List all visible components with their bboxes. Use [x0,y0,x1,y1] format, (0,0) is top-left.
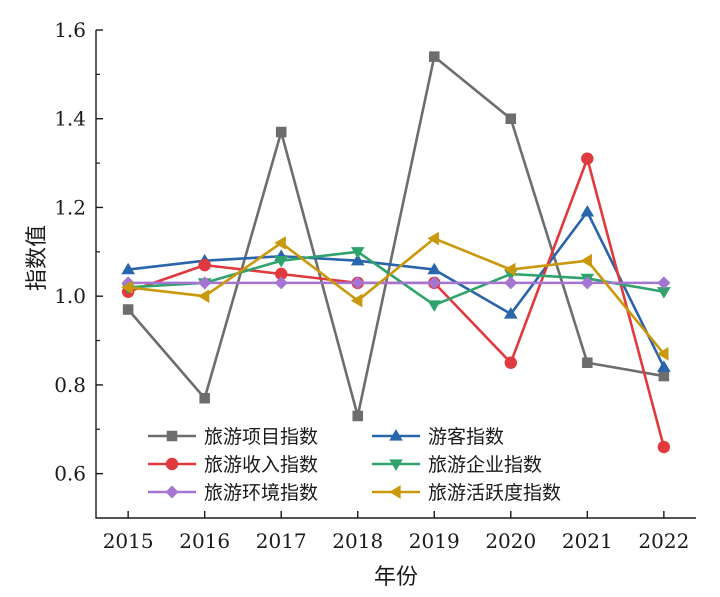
x-tick-label: 2015 [103,529,154,553]
data-point [504,356,517,369]
data-point [122,304,134,315]
data-point [121,280,133,295]
y-tick-label: 0.6 [54,462,86,486]
legend-label: 旅游活跃度指数 [428,482,561,504]
legend-label: 旅游收入指数 [204,454,318,476]
data-point [274,256,289,268]
legend-marker [165,457,179,471]
data-point [199,392,210,404]
legend-label: 游客指数 [428,426,504,448]
axis-frame [95,30,696,519]
data-point [275,267,288,281]
series-line [127,237,665,355]
data-point [581,152,594,165]
data-point [350,253,365,266]
series-line [127,157,666,448]
legend-item: 旅游环境指数 [148,482,318,504]
data-point [657,440,671,454]
data-point [198,258,211,272]
data-point [274,236,286,250]
series-line [127,55,665,418]
series-line [128,250,665,307]
legend-item: 游客指数 [372,426,504,448]
data-point [350,247,365,259]
data-point [351,276,365,290]
series-1 [122,51,670,422]
series-layer [121,51,671,454]
series-line [127,210,666,368]
legend-item: 旅游项目指数 [148,426,318,448]
x-axis-title: 年份 [374,565,418,590]
data-point [658,370,670,382]
data-point [275,126,287,138]
data-point [657,276,671,290]
data-point [580,276,594,290]
legend-marker [165,485,179,499]
y-tick-label: 1.4 [54,107,86,131]
x-tick-label: 2019 [409,529,460,553]
series-6 [121,231,669,361]
series-3 [121,152,671,454]
y-tick-label: 1.0 [54,284,86,308]
x-tick-label: 2018 [332,529,383,553]
x-tick-label: 2021 [562,529,613,553]
legend-item: 旅游企业指数 [372,454,542,476]
data-point [503,262,516,277]
data-point [198,276,212,290]
data-point [580,205,595,217]
data-point [427,276,441,290]
data-point [428,51,440,62]
y-tick-label: 0.8 [54,373,86,397]
data-point [580,253,592,268]
legend-marker [389,485,401,499]
legend-label: 旅游项目指数 [204,426,318,448]
data-point [352,410,364,422]
data-point [657,360,671,372]
legend-item: 旅游活跃度指数 [372,482,561,504]
y-tick-label: 1.6 [54,18,86,42]
legend-label: 旅游企业指数 [428,454,542,476]
axes: 0.6 0.8 1.0 1.2 1.4 1.6 2015 2016 2017 2018 2019 20… [54,18,696,553]
x-tick-label: 2022 [638,529,689,553]
data-point [274,276,288,290]
data-point [121,262,135,275]
y-axis-title: 指数值 [25,225,50,291]
y-tick-label: 1.2 [54,195,86,219]
x-tick-label: 2017 [256,529,307,553]
legend-marker [389,429,403,441]
data-point [657,347,669,361]
data-point [197,289,210,304]
data-point [350,293,363,308]
legend-marker [166,430,178,442]
series-5 [121,276,671,290]
data-point [503,307,518,319]
data-point [427,262,442,275]
data-point [582,357,593,368]
data-point [505,113,517,124]
data-point [657,287,671,299]
data-point [504,276,518,290]
x-tick-label: 2016 [179,529,230,553]
legend-item: 旅游收入指数 [148,454,318,476]
legend-marker [389,459,403,471]
data-point [427,231,439,246]
legend-label: 旅游环境指数 [204,482,318,504]
data-point [427,300,442,312]
x-tick-label: 2020 [485,529,536,553]
